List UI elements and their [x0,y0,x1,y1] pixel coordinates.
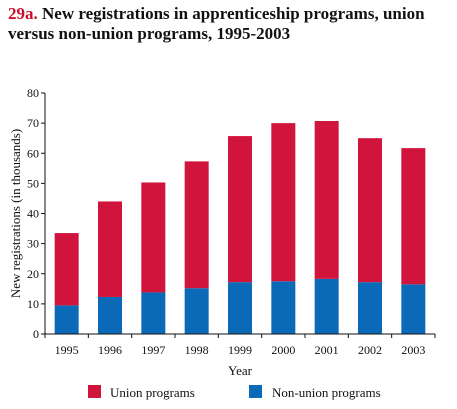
y-tick-label: 20 [27,267,39,281]
y-tick-label: 40 [27,207,39,221]
legend-label-union: Union programs [110,385,195,400]
bar-non-union-2003 [401,284,426,334]
bar-union-1999 [228,136,252,283]
bar-union-1998 [184,161,209,289]
y-tick-label: 60 [27,146,39,160]
bar-non-union-2002 [358,282,382,334]
y-tick-label: 0 [33,327,39,341]
legend: Union programs Non-union programs [88,385,381,400]
y-tick-label: 80 [27,86,39,100]
bar-union-2003 [401,148,426,285]
x-tick-label: 1999 [228,343,252,357]
x-tick-label: 2001 [315,343,339,357]
bar-non-union-1997 [141,292,166,334]
figure-number: 29a. [8,4,38,23]
x-tick-label: 2003 [401,343,425,357]
chart-title: 29a. New registrations in apprenticeship… [8,4,448,44]
y-tick-label: 10 [27,297,39,311]
bar-union-2002 [358,138,382,283]
bar-union-1996 [98,201,122,297]
title-line-1: New registrations in apprenticeship prog… [42,4,425,23]
bar-non-union-1998 [184,288,209,334]
bar-union-1997 [141,182,166,293]
y-tick-label: 50 [27,176,39,190]
legend-label-non-union: Non-union programs [272,385,381,400]
y-tick-label: 30 [27,237,39,251]
x-tick-label: 2000 [271,343,295,357]
bar-non-union-1995 [54,305,79,334]
x-tick-label: 1998 [185,343,209,357]
x-tick-label: 1996 [98,343,122,357]
x-tick-label: 1995 [55,343,79,357]
legend-swatch-non-union [249,385,262,398]
x-axis-title: Year [228,363,253,378]
axes-group: 1995 1996 1997 1998 1999 2000 2001 2002 20030102… [27,86,436,357]
bar-non-union-1996 [98,296,122,334]
x-tick-label: 1997 [141,343,165,357]
title-line-2: versus non-union programs, 1995-2003 [8,24,291,43]
x-tick-label: 2002 [358,343,382,357]
bar-non-union-2000 [271,281,296,334]
bar-non-union-2001 [314,278,339,334]
bar-union-2001 [314,121,339,279]
y-tick-label: 70 [27,116,39,130]
bar-union-1995 [54,233,79,306]
legend-swatch-union [88,385,101,398]
bar-non-union-1999 [228,282,252,334]
bars-group [54,121,426,334]
y-axis-title: New registrations (in thousands) [8,129,23,298]
bar-union-2000 [271,123,296,282]
